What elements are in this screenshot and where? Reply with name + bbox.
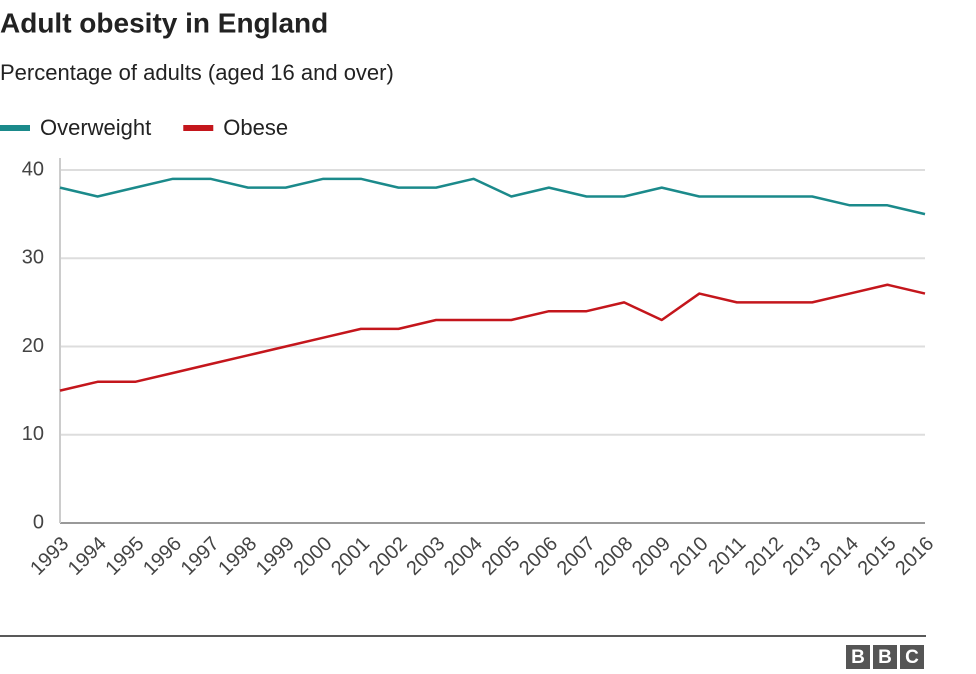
x-tick-label: 2002 [365,533,412,580]
x-tick-label: 2007 [553,533,600,580]
x-tick-label: 2012 [741,533,788,580]
x-tick-label: 2008 [590,533,637,580]
x-tick-label: 1997 [177,533,224,580]
x-tick-label: 2000 [290,533,337,580]
chart-subtitle: Percentage of adults (aged 16 and over) [0,60,394,85]
x-tick-label: 2003 [402,533,449,580]
logo-box [846,645,870,669]
x-tick-label: 1994 [64,533,111,580]
x-tick-label: 2016 [891,533,938,580]
logo-box [873,645,897,669]
x-tick-label: 2011 [704,533,750,579]
line-series [59,177,926,216]
y-tick-label: 0 [33,511,44,533]
x-tick-label: 1996 [139,533,186,580]
logo-letter: C [905,647,919,668]
legend-label: Overweight [40,115,151,140]
x-tick-label: 1999 [252,533,299,580]
logo-box [900,645,924,669]
line-series [59,283,926,392]
x-tick-label: 1998 [214,533,261,580]
x-tick-label: 2010 [666,533,713,580]
y-tick-label: 30 [22,247,44,269]
chart-title: Adult obesity in England [0,7,328,38]
x-tick-label: 1993 [26,533,73,580]
logo-letter: B [851,647,865,668]
x-tick-label: 2015 [854,533,901,580]
y-tick-label: 40 [22,158,44,180]
x-tick-label: 2006 [515,533,562,580]
x-tick-label: 2009 [628,533,675,580]
x-tick-label: 2013 [778,533,825,580]
x-tick-label: 2014 [816,533,863,580]
logo-letter: B [878,647,892,668]
x-tick-label: 1995 [101,533,148,580]
y-tick-label: 10 [22,423,44,445]
y-tick-label: 20 [22,335,44,357]
x-tick-label: 2004 [440,533,487,580]
x-tick-label: 2001 [327,533,374,580]
legend-label: Obese [223,115,288,140]
x-tick-label: 2005 [478,533,525,580]
